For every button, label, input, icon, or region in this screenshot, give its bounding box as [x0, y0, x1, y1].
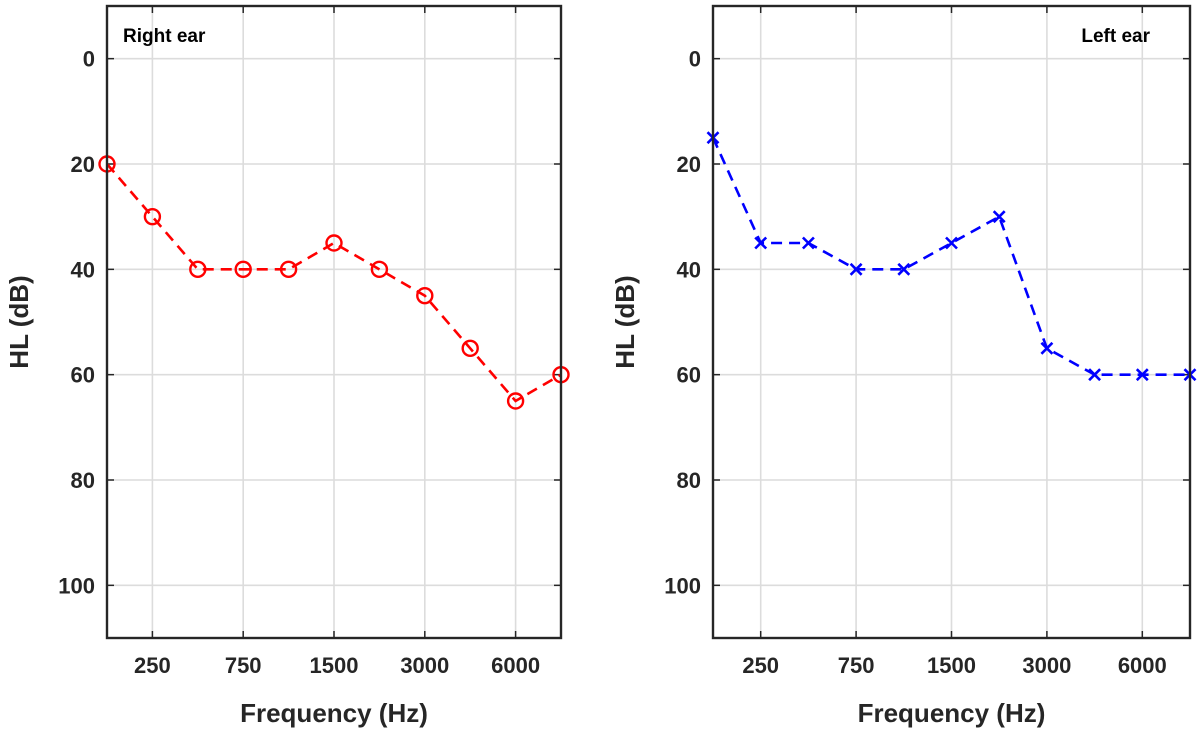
left-ear-title: Left ear [1081, 26, 1150, 47]
right-ear-ytick-label-2: 40 [71, 257, 95, 282]
left-ear-panel: 0 20 40 60 80 100 250 750 1500 3000 6000 Frequency … [610, 4, 1197, 728]
left-ear-xtick-label-4: 6000 [1118, 653, 1167, 678]
left-ear-ytick-label-2: 40 [677, 257, 701, 282]
left-ear-point-2 [801, 236, 815, 250]
left-ear-point-6 [992, 210, 1006, 224]
left-ear-axes-box [711, 4, 1192, 640]
right-ear-ytick-label-1: 20 [71, 152, 95, 177]
right-ear-xtick-label-2: 1500 [310, 653, 359, 678]
right-ear-point-7 [416, 286, 434, 305]
right-ear-point-3 [234, 260, 252, 279]
right-ear-xtick-label-0: 250 [134, 653, 171, 678]
right-ear-ytick-label-0: 0 [83, 47, 95, 72]
left-ear-xtick-label-1: 750 [838, 653, 875, 678]
right-ear-panel: 0 20 40 60 80 100 250 750 1500 3000 6000 Frequency … [4, 4, 570, 728]
left-ear-x-axis-title: Frequency (Hz) [858, 698, 1046, 728]
right-ear-series-line [106, 163, 562, 403]
right-ear-point-8 [461, 339, 479, 358]
left-ear-y-axis-title: HL (dB) [610, 275, 640, 368]
left-ear-xtick-label-2: 1500 [927, 653, 976, 678]
right-ear-axes-box [105, 4, 563, 640]
right-ear-ytick-label-5: 100 [58, 573, 95, 598]
right-ear-title: Right ear [123, 26, 206, 47]
left-ear-xtick-label-0: 250 [742, 653, 779, 678]
left-ear-point-5 [945, 236, 958, 250]
right-ear-point-1 [143, 207, 162, 226]
right-ear-x-axis-title: Frequency (Hz) [240, 698, 428, 728]
right-ear-ytick-label-3: 60 [71, 363, 95, 388]
right-ear-ytick-label-4: 80 [71, 468, 95, 493]
right-ear-point-9 [506, 392, 525, 410]
left-ear-ytick-label-4: 80 [677, 468, 701, 493]
left-ear-point-4 [897, 262, 911, 276]
left-ear-xtick-label-3: 3000 [1022, 653, 1071, 678]
left-ear-ytick-label-3: 60 [677, 363, 701, 388]
right-ear-point-4 [279, 260, 298, 279]
left-ear-ytick-label-5: 100 [664, 573, 701, 598]
left-ear-ytick-label-1: 20 [677, 152, 701, 177]
left-ear-series-line [711, 137, 1190, 376]
right-ear-y-axis-title: HL (dB) [4, 275, 34, 368]
left-ear-point-7 [1040, 341, 1054, 355]
right-ear-point-5 [325, 234, 343, 252]
right-ear-xtick-label-4: 6000 [491, 653, 540, 678]
left-ear-point-3 [849, 262, 863, 276]
left-ear-point-9 [1135, 368, 1149, 382]
right-ear-point-2 [189, 260, 207, 279]
left-ear-point-1 [754, 236, 768, 250]
left-ear-point-8 [1088, 368, 1102, 382]
left-ear-ytick-label-0: 0 [689, 47, 701, 72]
right-ear-xtick-label-3: 3000 [400, 653, 449, 678]
right-ear-xtick-label-1: 750 [225, 653, 262, 678]
right-ear-point-6 [370, 260, 389, 279]
